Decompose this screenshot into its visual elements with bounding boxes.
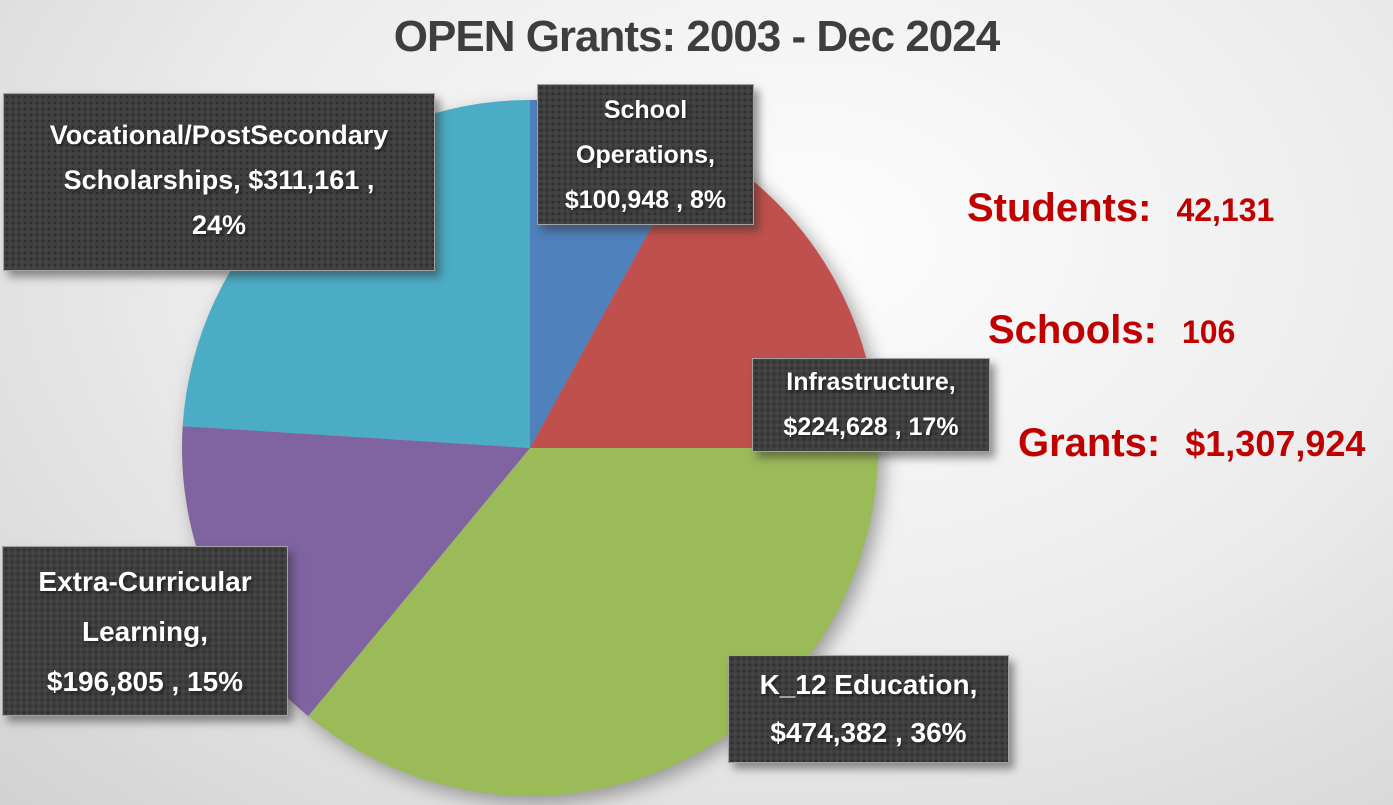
callout-line: Vocational/PostSecondary xyxy=(49,120,389,150)
callout-line: Operations, xyxy=(576,141,715,169)
stat-students-label: Students: xyxy=(967,186,1152,230)
chart-title: OPEN Grants: 2003 - Dec 2024 xyxy=(393,12,1000,61)
callout-extra-curricular-learning[interactable]: Extra-Curricular Learning, $196,805 , 15… xyxy=(2,546,288,716)
stat-schools: Schools: 106 xyxy=(988,308,1235,353)
stat-grants-value: $1,307,924 xyxy=(1185,423,1366,464)
stat-students: Students: 42,131 xyxy=(967,186,1274,231)
callout-line: Learning, xyxy=(81,616,208,647)
callout-k12-education[interactable]: K_12 Education, $474,382 , 36% xyxy=(728,655,1009,763)
stat-grants: Grants: $1,307,924 xyxy=(1018,421,1365,466)
pie-slice-vocational-postsecondary-scholarships[interactable] xyxy=(182,100,530,448)
stat-schools-value: 106 xyxy=(1181,314,1236,350)
callout-line: K_12 Education, xyxy=(759,669,978,700)
callout-line: Scholarships, $311,161 , xyxy=(63,165,375,195)
callout-infrastructure[interactable]: Infrastructure, $224,628 , 17% xyxy=(752,358,990,452)
stat-students-value: 42,131 xyxy=(1176,192,1275,228)
callout-line: Infrastructure, xyxy=(786,368,956,396)
callout-line: $224,628 , 17% xyxy=(783,413,959,441)
callout-vocational-postsecondary-scholarships[interactable]: Vocational/PostSecondary Scholarships, $… xyxy=(3,93,435,271)
stat-schools-label: Schools: xyxy=(988,308,1157,352)
callout-school-operations[interactable]: School Operations, $100,948 , 8% xyxy=(537,84,754,225)
callout-line: School xyxy=(603,96,688,124)
callout-line: $100,948 , 8% xyxy=(564,186,727,214)
callout-line: $474,382 , 36% xyxy=(770,717,967,748)
callout-line: 24% xyxy=(191,210,247,240)
callout-line: $196,805 , 15% xyxy=(46,666,244,697)
callout-line: Extra-Curricular xyxy=(38,566,252,597)
stat-grants-label: Grants: xyxy=(1018,421,1161,465)
